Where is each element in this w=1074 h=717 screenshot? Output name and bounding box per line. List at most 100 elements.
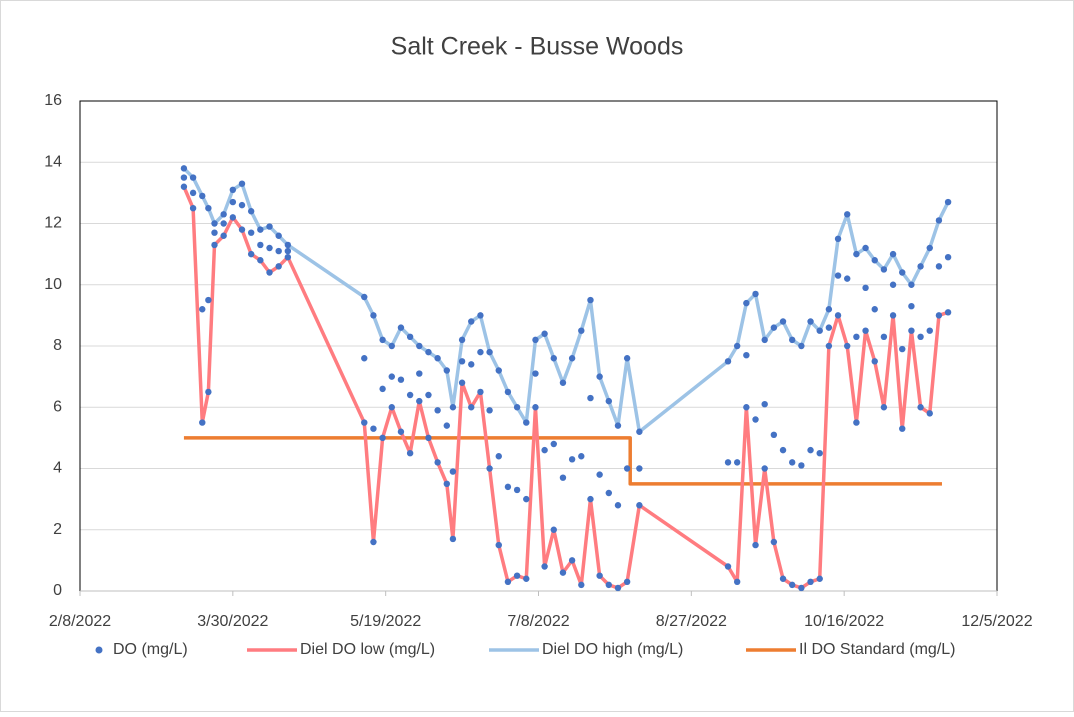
data-point bbox=[425, 348, 432, 356]
data-point bbox=[199, 192, 206, 200]
y-tick-label: 12 bbox=[44, 215, 62, 232]
data-point bbox=[889, 250, 897, 258]
data-point bbox=[761, 336, 768, 344]
data-point bbox=[605, 397, 613, 405]
data-point bbox=[917, 263, 924, 270]
data-point bbox=[284, 247, 292, 255]
data-point bbox=[623, 578, 631, 586]
data-point bbox=[825, 324, 833, 331]
data-point bbox=[205, 204, 212, 212]
data-point bbox=[770, 431, 778, 439]
data-point bbox=[361, 293, 368, 301]
data-point bbox=[798, 342, 805, 350]
data-point bbox=[468, 318, 475, 325]
data-point bbox=[266, 244, 273, 252]
x-tick-label: 2/8/2022 bbox=[49, 613, 111, 630]
data-point bbox=[880, 333, 888, 341]
data-point bbox=[495, 453, 502, 460]
data-point bbox=[416, 397, 423, 405]
data-point bbox=[844, 211, 851, 218]
data-point bbox=[523, 575, 530, 582]
data-point bbox=[825, 342, 833, 350]
data-point bbox=[944, 198, 952, 206]
data-point bbox=[853, 333, 860, 341]
data-point bbox=[889, 312, 897, 319]
data-point bbox=[807, 578, 814, 586]
data-point bbox=[899, 425, 906, 432]
data-point bbox=[623, 355, 631, 362]
data-point bbox=[247, 250, 255, 258]
data-point bbox=[550, 526, 557, 533]
data-point bbox=[211, 220, 218, 227]
data-point bbox=[578, 327, 585, 334]
data-point bbox=[257, 226, 264, 233]
data-point bbox=[379, 434, 386, 442]
data-point bbox=[724, 358, 732, 365]
data-point bbox=[449, 404, 457, 411]
data-point bbox=[917, 404, 924, 411]
data-point bbox=[486, 465, 493, 472]
data-point bbox=[284, 253, 292, 261]
data-point bbox=[578, 453, 585, 460]
data-point bbox=[752, 541, 759, 549]
data-point bbox=[559, 474, 567, 481]
data-point bbox=[388, 404, 395, 411]
x-tick-label: 12/5/2022 bbox=[961, 613, 1032, 630]
data-point bbox=[899, 269, 906, 276]
data-point bbox=[550, 355, 557, 362]
data-point bbox=[425, 434, 432, 442]
y-tick-label: 16 bbox=[44, 92, 62, 109]
data-point bbox=[266, 223, 273, 230]
data-point bbox=[834, 235, 842, 243]
data-point bbox=[789, 581, 796, 589]
data-point bbox=[862, 284, 869, 292]
data-point bbox=[926, 244, 933, 252]
data-point bbox=[275, 263, 282, 270]
data-point bbox=[587, 495, 594, 503]
y-tick-label: 0 bbox=[53, 582, 62, 599]
data-point bbox=[238, 180, 246, 187]
data-point bbox=[468, 404, 475, 411]
data-point bbox=[504, 578, 512, 586]
data-point bbox=[211, 229, 218, 236]
data-point bbox=[614, 584, 622, 592]
data-point bbox=[477, 388, 484, 396]
y-tick-label: 6 bbox=[53, 398, 62, 415]
data-point bbox=[596, 471, 603, 478]
data-point bbox=[587, 394, 594, 402]
data-point bbox=[614, 502, 622, 509]
data-point bbox=[724, 459, 732, 466]
data-point bbox=[205, 388, 212, 396]
data-point bbox=[871, 306, 878, 313]
data-point bbox=[605, 489, 613, 497]
data-point bbox=[449, 468, 457, 475]
data-point bbox=[532, 370, 539, 377]
data-point bbox=[578, 581, 585, 589]
data-point bbox=[434, 459, 441, 466]
data-point bbox=[871, 358, 878, 365]
data-point bbox=[844, 342, 851, 350]
chart-title: Salt Creek - Busse Woods bbox=[391, 33, 684, 61]
data-point bbox=[180, 174, 188, 181]
data-point bbox=[205, 296, 212, 304]
data-point bbox=[541, 563, 548, 570]
data-point bbox=[449, 535, 457, 543]
data-point bbox=[798, 462, 805, 469]
y-tick-label: 2 bbox=[53, 521, 62, 538]
data-point bbox=[789, 459, 796, 466]
data-point bbox=[513, 572, 521, 579]
data-point bbox=[733, 578, 741, 586]
y-tick-label: 8 bbox=[53, 337, 62, 354]
data-point bbox=[406, 391, 414, 399]
x-tick-label: 3/30/2022 bbox=[197, 613, 268, 630]
data-point bbox=[541, 446, 548, 454]
data-point bbox=[379, 336, 386, 344]
data-point bbox=[284, 241, 292, 249]
data-point bbox=[559, 569, 567, 576]
data-point bbox=[935, 312, 943, 319]
data-point bbox=[917, 333, 924, 341]
data-point bbox=[733, 459, 741, 466]
data-point bbox=[743, 299, 750, 307]
data-point bbox=[238, 226, 246, 233]
